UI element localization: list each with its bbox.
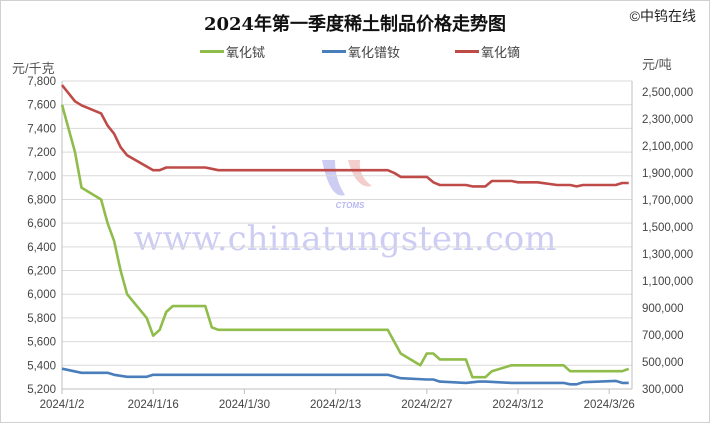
x-tick-label: 2024/2/13 [310, 399, 361, 411]
x-tick-label: 2024/3/12 [492, 399, 543, 411]
y-right-tick-label: 2,500,000 [642, 87, 693, 99]
legend-swatch [455, 50, 479, 53]
y-left-tick-label: 6,800 [27, 194, 56, 206]
legend-swatch [200, 50, 224, 53]
x-tick-label: 2024/2/27 [401, 399, 452, 411]
y-right-tick-label: 900,000 [642, 303, 684, 315]
y-left-tick-label: 5,200 [27, 384, 56, 396]
legend-swatch [322, 50, 346, 53]
y-right-tick-label: 300,000 [642, 384, 684, 396]
y-right-tick-label: 700,000 [642, 330, 684, 342]
legend-label: 氧化铽 [226, 45, 266, 60]
legend-item-prnd: 氧化镨钕 [322, 42, 400, 61]
legend-label: 氧化镝 [481, 45, 521, 60]
watermark-text: www.chinatungsten.com [134, 219, 557, 259]
y-right-unit: 元/吨 [642, 57, 672, 72]
x-tick-label: 2024/3/26 [584, 399, 635, 411]
y-right-tick-label: 1,500,000 [642, 222, 693, 234]
y-right-tick-label: 500,000 [642, 357, 684, 369]
series-line-1 [61, 367, 629, 386]
y-left-unit: 元/千克 [12, 61, 55, 76]
watermark-logo-icon [348, 160, 372, 187]
y-right-tick-label: 2,300,000 [642, 114, 693, 126]
y-left-tick-label: 5,400 [27, 360, 56, 372]
legend-item-dysprosium: 氧化镝 [455, 42, 520, 61]
x-tick-label: 2024/1/16 [128, 399, 179, 411]
y-left-tick-label: 7,600 [27, 100, 56, 112]
x-tick-label: 2024/1/30 [219, 399, 270, 411]
y-right-tick-label: 1,300,000 [642, 249, 693, 261]
y-right-tick-label: 1,700,000 [642, 195, 693, 207]
y-right-tick-label: 1,100,000 [642, 276, 693, 288]
y-left-tick-label: 5,800 [27, 313, 56, 325]
chart-title: 2024年第一季度稀土制品价格走势图 [203, 14, 507, 35]
y-left-tick-label: 7,800 [27, 76, 56, 88]
y-right-tick-label: 1,900,000 [642, 168, 693, 180]
legend-label: 氧化镨钕 [348, 45, 401, 60]
y-left-tick-label: 6,200 [27, 266, 56, 278]
series-line-2 [60, 84, 629, 188]
y-left-tick-label: 7,400 [27, 123, 56, 135]
y-left-tick-label: 6,000 [27, 289, 56, 301]
series-line-0 [60, 104, 630, 379]
y-left-tick-label: 7,200 [27, 147, 56, 159]
y-left-tick-label: 7,000 [27, 171, 56, 183]
y-right-tick-label: 2,100,000 [642, 141, 693, 153]
x-tick-label: 2024/1/2 [40, 399, 85, 411]
legend-item-terbium: 氧化铽 [200, 42, 265, 61]
watermark-logo-text: CTOMS [336, 201, 365, 210]
copyright-text: ©中钨在线 [629, 8, 696, 24]
y-left-tick-label: 6,600 [27, 218, 56, 230]
y-left-tick-label: 5,600 [27, 337, 56, 349]
y-left-tick-label: 6,400 [27, 242, 56, 254]
watermark-logo-icon [322, 160, 345, 196]
